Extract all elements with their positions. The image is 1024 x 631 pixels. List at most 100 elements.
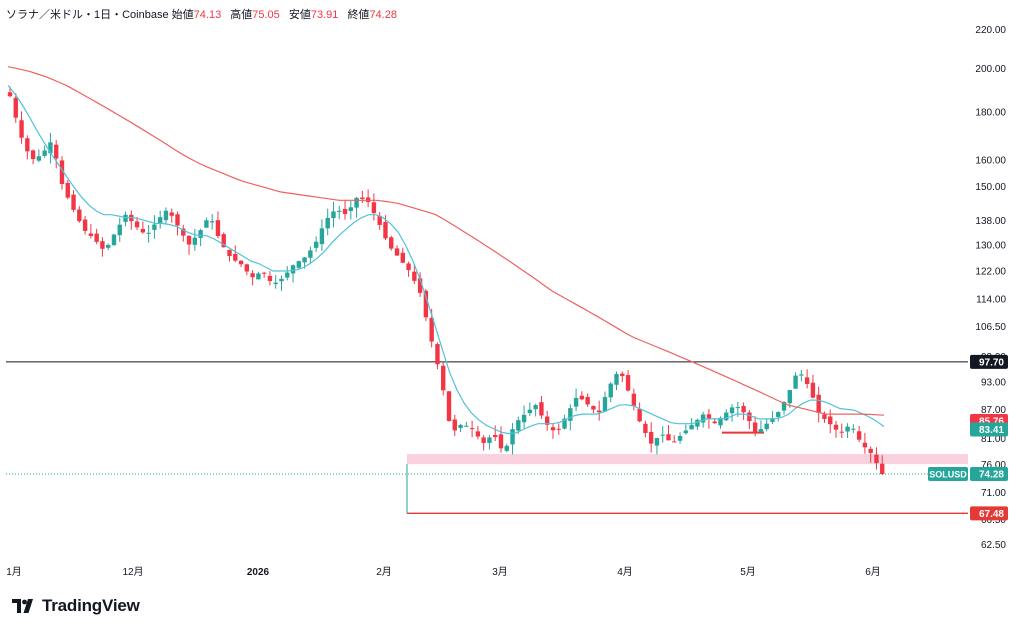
candle-body bbox=[643, 423, 648, 433]
x-tick-label: 6月 bbox=[865, 566, 881, 578]
candle-body bbox=[394, 248, 400, 256]
candle-body bbox=[186, 235, 192, 245]
candle-body bbox=[464, 425, 469, 427]
candle-body bbox=[781, 401, 787, 411]
high-label: 高値 bbox=[230, 9, 253, 21]
candle-body bbox=[313, 241, 319, 248]
candle-body bbox=[712, 421, 717, 424]
candle-body bbox=[810, 382, 816, 398]
candle-body bbox=[88, 233, 94, 236]
candle-body bbox=[140, 229, 146, 233]
candle-body bbox=[689, 425, 694, 430]
candle-body bbox=[296, 261, 302, 268]
candle-body bbox=[862, 442, 868, 448]
candle-body bbox=[677, 435, 683, 441]
open-value: 74.13 bbox=[193, 9, 222, 21]
x-tick-label: 2026 bbox=[247, 567, 270, 578]
candle-body bbox=[828, 416, 833, 425]
close-label: 終値 bbox=[347, 9, 370, 21]
candle-body bbox=[516, 420, 521, 431]
candle-body bbox=[152, 224, 157, 230]
candle-body bbox=[59, 160, 65, 184]
candle-body bbox=[868, 448, 873, 454]
candle-body bbox=[648, 431, 654, 444]
price-label-ma-fast-bg bbox=[970, 422, 1008, 437]
candle-body bbox=[724, 412, 729, 421]
candle-body bbox=[660, 434, 665, 436]
candle-body bbox=[752, 422, 758, 432]
candle-body bbox=[233, 253, 238, 261]
price-label-last-bg bbox=[970, 467, 1008, 482]
candle-body bbox=[446, 391, 452, 421]
candle-body bbox=[383, 221, 388, 239]
candle-body bbox=[134, 221, 140, 228]
y-tick-label: 160.00 bbox=[975, 156, 1006, 167]
candle-body bbox=[764, 423, 769, 430]
candle-body bbox=[181, 228, 186, 236]
candle-body bbox=[192, 237, 198, 245]
price-label-ma-fast: 83.41 bbox=[970, 422, 1008, 437]
candle-body bbox=[735, 407, 741, 409]
candle-body bbox=[267, 275, 273, 282]
candle-body bbox=[325, 217, 330, 229]
candle-body bbox=[36, 156, 42, 161]
ma-slow-line bbox=[7, 66, 885, 416]
candle-body bbox=[308, 250, 313, 258]
candle-body bbox=[776, 412, 781, 417]
candle-body bbox=[82, 219, 88, 231]
candle-body bbox=[71, 194, 76, 210]
candle-body bbox=[169, 212, 174, 216]
candle-body bbox=[48, 142, 53, 154]
candle-body bbox=[354, 197, 359, 208]
candle-body bbox=[111, 234, 117, 246]
candle-body bbox=[620, 373, 625, 377]
open-label: 始値 bbox=[171, 9, 194, 21]
support-zone bbox=[407, 454, 968, 465]
price-label-67-48-text: 67.48 bbox=[979, 509, 1004, 520]
candle-body bbox=[65, 182, 70, 198]
candle-body bbox=[874, 454, 879, 464]
candle-body bbox=[423, 290, 429, 318]
candle-body bbox=[562, 418, 567, 429]
candle-body bbox=[429, 317, 434, 342]
candle-body bbox=[54, 144, 59, 159]
y-tick-label: 114.00 bbox=[976, 294, 1006, 305]
candle-body bbox=[695, 419, 700, 427]
price-label-last: 74.28 bbox=[970, 467, 1008, 482]
candle-body bbox=[163, 210, 169, 221]
price-label-ma-fast-text: 83.41 bbox=[979, 425, 1004, 436]
candle-body bbox=[845, 426, 850, 432]
candle-body bbox=[227, 249, 232, 257]
candle-body bbox=[123, 214, 128, 222]
candle-body bbox=[371, 202, 377, 214]
x-tick-label: 3月 bbox=[492, 566, 508, 578]
candle-body bbox=[625, 375, 631, 391]
candle-body bbox=[157, 217, 163, 223]
candle-body bbox=[596, 410, 602, 413]
candle-body bbox=[487, 437, 492, 443]
candle-body bbox=[747, 412, 752, 422]
candle-body bbox=[793, 375, 798, 389]
candle-body bbox=[365, 197, 371, 202]
candle-body bbox=[209, 221, 215, 223]
candle-body bbox=[856, 431, 862, 440]
candle-body bbox=[279, 278, 284, 282]
candle-body bbox=[290, 265, 296, 274]
candle-body bbox=[493, 435, 498, 438]
tradingview-logo-icon bbox=[12, 599, 33, 613]
candle-body bbox=[637, 408, 642, 422]
y-tick-label: 71.00 bbox=[981, 488, 1006, 499]
y-tick-label: 180.00 bbox=[975, 107, 1006, 118]
candle-body bbox=[666, 434, 671, 441]
candle-body bbox=[204, 220, 209, 228]
candle-body bbox=[700, 414, 706, 423]
candle-body bbox=[608, 383, 613, 398]
candle-body bbox=[804, 377, 810, 384]
candle-body bbox=[816, 394, 821, 413]
candle-body bbox=[591, 405, 596, 410]
candle-body bbox=[481, 437, 486, 443]
candle-body bbox=[729, 407, 735, 414]
candle-body bbox=[412, 271, 417, 281]
